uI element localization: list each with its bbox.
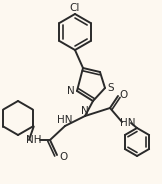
Text: N: N <box>67 86 75 96</box>
Text: O: O <box>119 90 127 100</box>
Text: HN: HN <box>57 115 73 125</box>
Text: N: N <box>81 106 89 116</box>
Text: O: O <box>59 152 67 162</box>
Text: NH: NH <box>26 135 42 145</box>
Text: Cl: Cl <box>70 3 80 13</box>
Text: HN: HN <box>120 118 136 128</box>
Text: S: S <box>108 83 114 93</box>
